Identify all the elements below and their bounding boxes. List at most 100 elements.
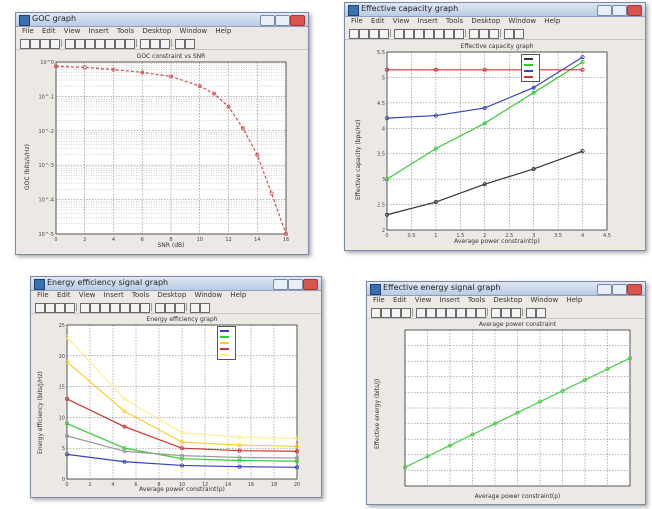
pan-icon[interactable] [110, 303, 120, 313]
goc-chart[interactable]: 0 2 4 6 8 10 12 14 16 10^-5 10^-4 10^-3 10^-2 10^-1 10… [16, 50, 308, 254]
open-file-icon[interactable] [30, 39, 40, 49]
capacity-chart[interactable]: 0 0.5 1 1.5 2 2.5 3 3.5 4 4.5 2 2.5 3 3.5 4 4.5 5 5.5 [345, 40, 645, 250]
legend-icon[interactable] [175, 303, 185, 313]
menu-view[interactable]: View [393, 17, 410, 25]
hide-tools-icon[interactable] [175, 39, 185, 49]
open-file-icon[interactable] [45, 303, 55, 313]
save-icon[interactable] [40, 39, 50, 49]
pointer-icon[interactable] [80, 303, 90, 313]
maximize-button[interactable] [275, 15, 290, 26]
data-cursor-icon[interactable] [466, 308, 476, 318]
maximize-button[interactable] [612, 284, 627, 295]
menu-help[interactable]: Help [566, 296, 582, 304]
menu-file[interactable]: File [37, 291, 49, 299]
menu-edit[interactable]: Edit [393, 296, 407, 304]
hide-tools-icon[interactable] [190, 303, 200, 313]
brush-icon[interactable] [140, 303, 150, 313]
zoom-in-icon[interactable] [404, 29, 414, 39]
open-file-icon[interactable] [381, 308, 391, 318]
menu-insert[interactable]: Insert [104, 291, 124, 299]
minimize-button[interactable] [597, 284, 612, 295]
data-cursor-icon[interactable] [444, 29, 454, 39]
minimize-button[interactable] [260, 15, 275, 26]
save-icon[interactable] [369, 29, 379, 39]
menu-view[interactable]: View [415, 296, 432, 304]
menu-desktop[interactable]: Desktop [157, 291, 186, 299]
zoom-out-icon[interactable] [436, 308, 446, 318]
save-icon[interactable] [55, 303, 65, 313]
close-button[interactable] [303, 279, 318, 290]
link-icon[interactable] [140, 39, 150, 49]
goc-titlebar[interactable]: GOC graph [16, 13, 308, 27]
menu-desktop[interactable]: Desktop [471, 17, 500, 25]
effective-energy-chart[interactable] [367, 319, 645, 504]
legend-icon[interactable] [160, 39, 170, 49]
close-button[interactable] [627, 5, 642, 16]
menu-file[interactable]: File [373, 296, 385, 304]
menu-tools[interactable]: Tools [446, 17, 463, 25]
menu-insert[interactable]: Insert [418, 17, 438, 25]
brush-icon[interactable] [454, 29, 464, 39]
save-icon[interactable] [391, 308, 401, 318]
energy-chart[interactable]: 0 2 4 6 8 10 12 14 16 18 20 0 5 10 15 20 25 [31, 314, 321, 497]
menu-window[interactable]: Window [180, 27, 208, 35]
capacity-titlebar[interactable]: Effective capacity graph [345, 3, 645, 17]
pointer-icon[interactable] [394, 29, 404, 39]
rotate-icon[interactable] [434, 29, 444, 39]
pan-icon[interactable] [424, 29, 434, 39]
legend-icon[interactable] [489, 29, 499, 39]
menu-insert[interactable]: Insert [89, 27, 109, 35]
hide-tools-icon[interactable] [504, 29, 514, 39]
zoom-in-icon[interactable] [426, 308, 436, 318]
colorbar-icon[interactable] [479, 29, 489, 39]
new-figure-icon[interactable] [371, 308, 381, 318]
effective-energy-titlebar[interactable]: Effective energy signal graph [367, 282, 645, 296]
hide-tools-icon[interactable] [526, 308, 536, 318]
menu-edit[interactable]: Edit [42, 27, 56, 35]
new-figure-icon[interactable] [20, 39, 30, 49]
colorbar-icon[interactable] [165, 303, 175, 313]
link-icon[interactable] [469, 29, 479, 39]
energy-titlebar[interactable]: Energy efficiency signal graph [31, 277, 321, 291]
menu-view[interactable]: View [64, 27, 81, 35]
menu-help[interactable]: Help [215, 27, 231, 35]
zoom-out-icon[interactable] [414, 29, 424, 39]
print-icon[interactable] [65, 303, 75, 313]
zoom-out-icon[interactable] [85, 39, 95, 49]
new-figure-icon[interactable] [35, 303, 45, 313]
minimize-button[interactable] [273, 279, 288, 290]
menu-window[interactable]: Window [509, 17, 537, 25]
menu-edit[interactable]: Edit [57, 291, 71, 299]
menu-edit[interactable]: Edit [371, 17, 385, 25]
capacity-legend[interactable] [521, 54, 540, 82]
zoom-in-icon[interactable] [90, 303, 100, 313]
menu-window[interactable]: Window [195, 291, 223, 299]
pointer-icon[interactable] [65, 39, 75, 49]
data-cursor-icon[interactable] [130, 303, 140, 313]
show-tools-icon[interactable] [514, 29, 524, 39]
close-button[interactable] [290, 15, 305, 26]
print-icon[interactable] [379, 29, 389, 39]
menu-window[interactable]: Window [531, 296, 559, 304]
colorbar-icon[interactable] [501, 308, 511, 318]
menu-file[interactable]: File [351, 17, 363, 25]
energy-legend[interactable] [217, 326, 236, 360]
new-figure-icon[interactable] [349, 29, 359, 39]
print-icon[interactable] [50, 39, 60, 49]
show-tools-icon[interactable] [185, 39, 195, 49]
menu-desktop[interactable]: Desktop [142, 27, 171, 35]
colorbar-icon[interactable] [150, 39, 160, 49]
rotate-icon[interactable] [120, 303, 130, 313]
show-tools-icon[interactable] [200, 303, 210, 313]
menu-tools[interactable]: Tools [468, 296, 485, 304]
show-tools-icon[interactable] [536, 308, 546, 318]
pan-icon[interactable] [95, 39, 105, 49]
menu-desktop[interactable]: Desktop [493, 296, 522, 304]
close-button[interactable] [627, 284, 642, 295]
menu-help[interactable]: Help [230, 291, 246, 299]
maximize-button[interactable] [612, 5, 627, 16]
brush-icon[interactable] [125, 39, 135, 49]
open-file-icon[interactable] [359, 29, 369, 39]
pointer-icon[interactable] [416, 308, 426, 318]
rotate-icon[interactable] [105, 39, 115, 49]
